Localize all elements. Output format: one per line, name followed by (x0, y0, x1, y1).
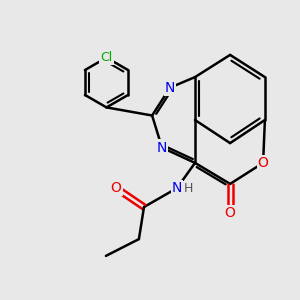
Text: H: H (184, 182, 193, 195)
Text: N: N (157, 141, 167, 154)
Text: N: N (172, 181, 182, 195)
Text: O: O (111, 181, 122, 195)
Text: Cl: Cl (100, 51, 112, 64)
Text: O: O (225, 206, 236, 220)
Text: O: O (258, 156, 268, 170)
Text: N: N (165, 81, 175, 94)
